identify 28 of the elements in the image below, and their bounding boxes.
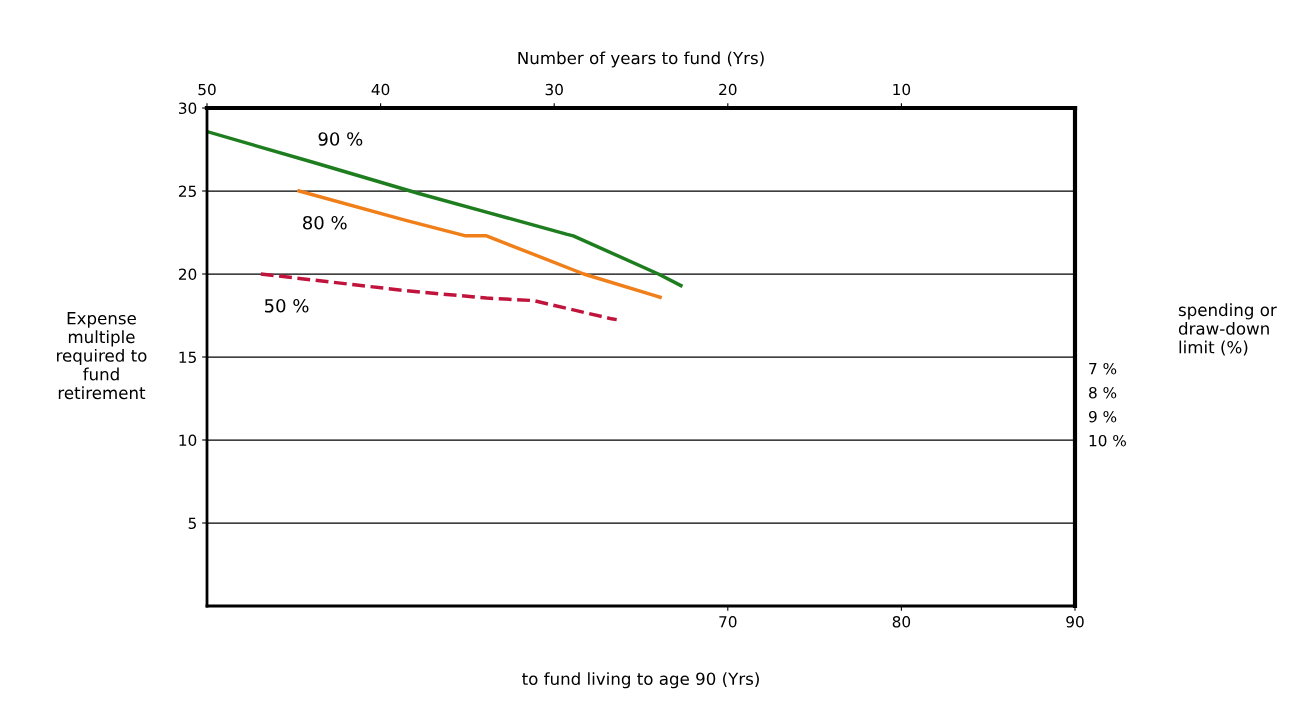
line-series [207, 130, 683, 288]
x2-tick-label: 10 [893, 83, 911, 96]
x-tick-label: 70 [719, 615, 737, 628]
series-label: 80 % [303, 215, 347, 230]
y-tick-label: 15 [179, 351, 196, 364]
y-tick-label: 30 [179, 102, 197, 115]
text: 8 % [1089, 386, 1117, 399]
x2-tick-label: 40 [371, 83, 390, 96]
x-axis-title: to fund living to age 90 (Yrs) [522, 672, 759, 689]
y-tick-label: 25 [178, 185, 196, 198]
x-tick-label: 80 [892, 615, 911, 628]
y-axis-title: Expense multiple required to fund retirement [57, 312, 147, 400]
series-label: 90 % [318, 132, 363, 146]
text: 7 % [1089, 362, 1117, 375]
series-label: 50 % [264, 298, 309, 313]
text: 9 % [1088, 410, 1117, 423]
line-series [259, 272, 619, 322]
x2-tick-label: 20 [719, 83, 737, 96]
x2-tick-label: 50 [198, 83, 216, 96]
text: spending or draw-down limit (%) [1178, 303, 1277, 356]
y-tick-label: 5 [188, 517, 196, 530]
text: 10 % [1089, 434, 1126, 447]
line-series [297, 189, 662, 299]
x-tick-label: 90 [1066, 615, 1084, 628]
x2-axis-title: Number of years to fund (Yrs) [518, 51, 764, 68]
y-tick-label: 10 [179, 434, 197, 447]
x2-tick-label: 30 [545, 83, 563, 96]
y-tick-label: 20 [178, 268, 197, 281]
